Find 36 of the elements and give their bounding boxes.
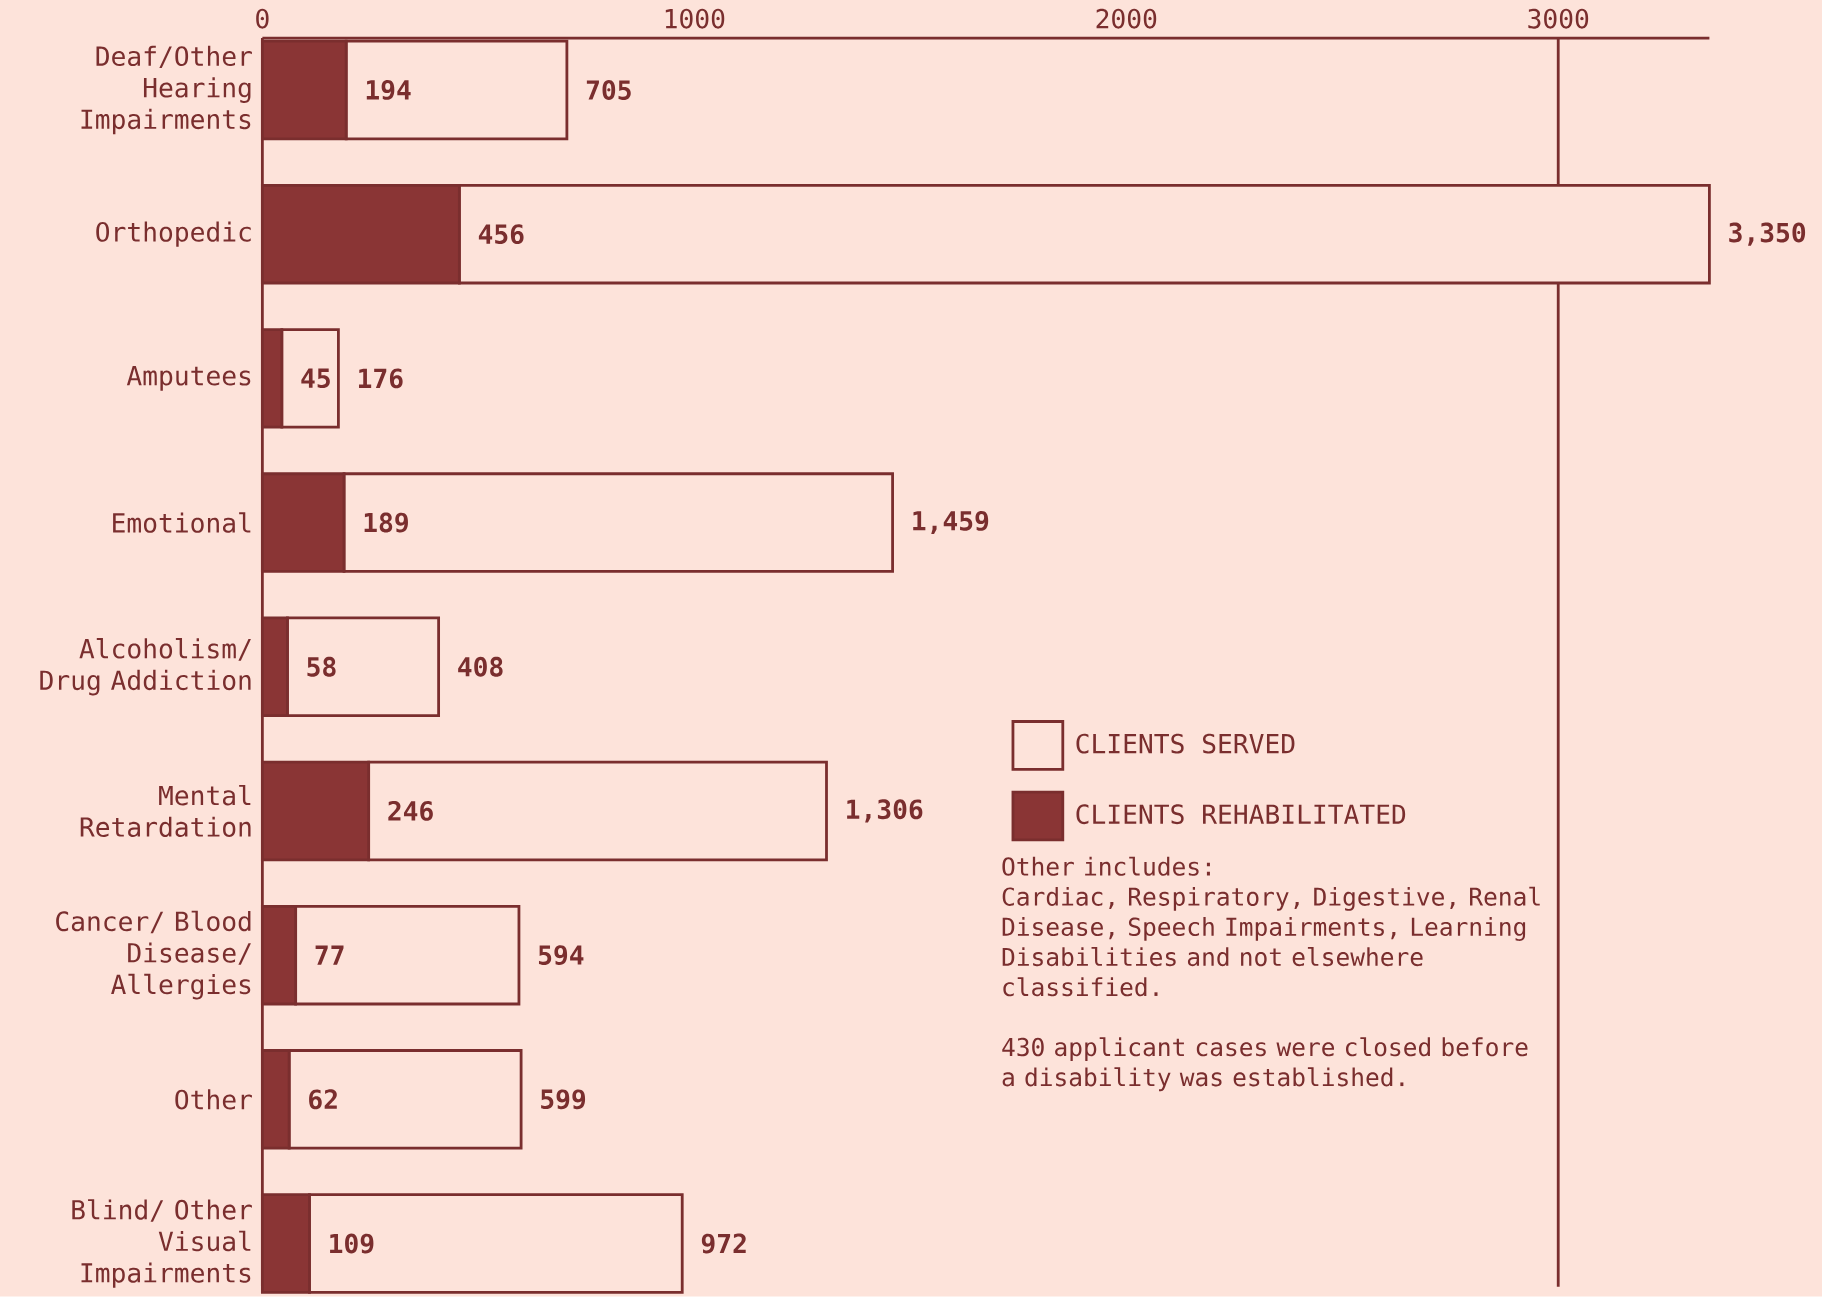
data-label: 246	[388, 801, 433, 822]
y-tick-label: Alcoholism/ Drug Addiction	[40, 638, 251, 696]
y-tick-label: Emotional	[113, 512, 251, 534]
data-label: 62	[309, 1089, 337, 1110]
data-label: 194	[366, 80, 411, 101]
y-tick-label: Blind/ Other Visual Impairments	[72, 1199, 252, 1289]
total-label: 972	[701, 1233, 746, 1254]
y-tick-label: Orthopedic	[96, 221, 251, 248]
y-tick-label: Amputees	[126, 366, 251, 391]
data-label: 109	[330, 1233, 374, 1254]
total-label: 599	[541, 1089, 586, 1110]
x-tick-label: 3000	[1528, 8, 1589, 29]
data-label: 189	[364, 512, 408, 533]
annotation: 430 applicant cases were closed before a disability was established.	[1002, 1037, 1528, 1092]
y-tick-label: Other	[175, 1089, 252, 1110]
annotation: Other includes:	[1002, 856, 1210, 876]
data-label: 58	[307, 657, 336, 677]
total-label: 705	[586, 80, 631, 101]
x-tick-label: 2000	[1096, 8, 1157, 29]
data-label: 77	[315, 945, 344, 965]
y-tick-label: Cancer/ Blood Disease/ Allergies	[56, 910, 251, 1000]
total-label: 1,306	[847, 799, 923, 823]
legend-label: CLIENTS REHABILITATED	[1076, 804, 1406, 825]
x-tick-label: 0	[256, 8, 269, 29]
annotation: Cardiac, Respiratory, Digestive, Renal Disease, Speech Impairments, Learning Disabilities and not elsewhere classified.	[1002, 887, 1540, 997]
total-label: 594	[538, 945, 584, 966]
y-tick-label: Mental Retardation	[80, 785, 251, 838]
data-label: 456	[478, 224, 524, 245]
data-label: 45	[301, 368, 330, 389]
total-label: 176	[359, 368, 403, 389]
total-label: 1,459	[913, 511, 989, 535]
total-label: 3,350	[1729, 222, 1806, 246]
y-tick-label: Deaf/Other Hearing Impairments	[81, 45, 252, 135]
x-tick-label: 1000	[665, 8, 725, 29]
total-label: 408	[458, 657, 503, 677]
legend-label: CLIENTS SERVED	[1076, 733, 1295, 754]
